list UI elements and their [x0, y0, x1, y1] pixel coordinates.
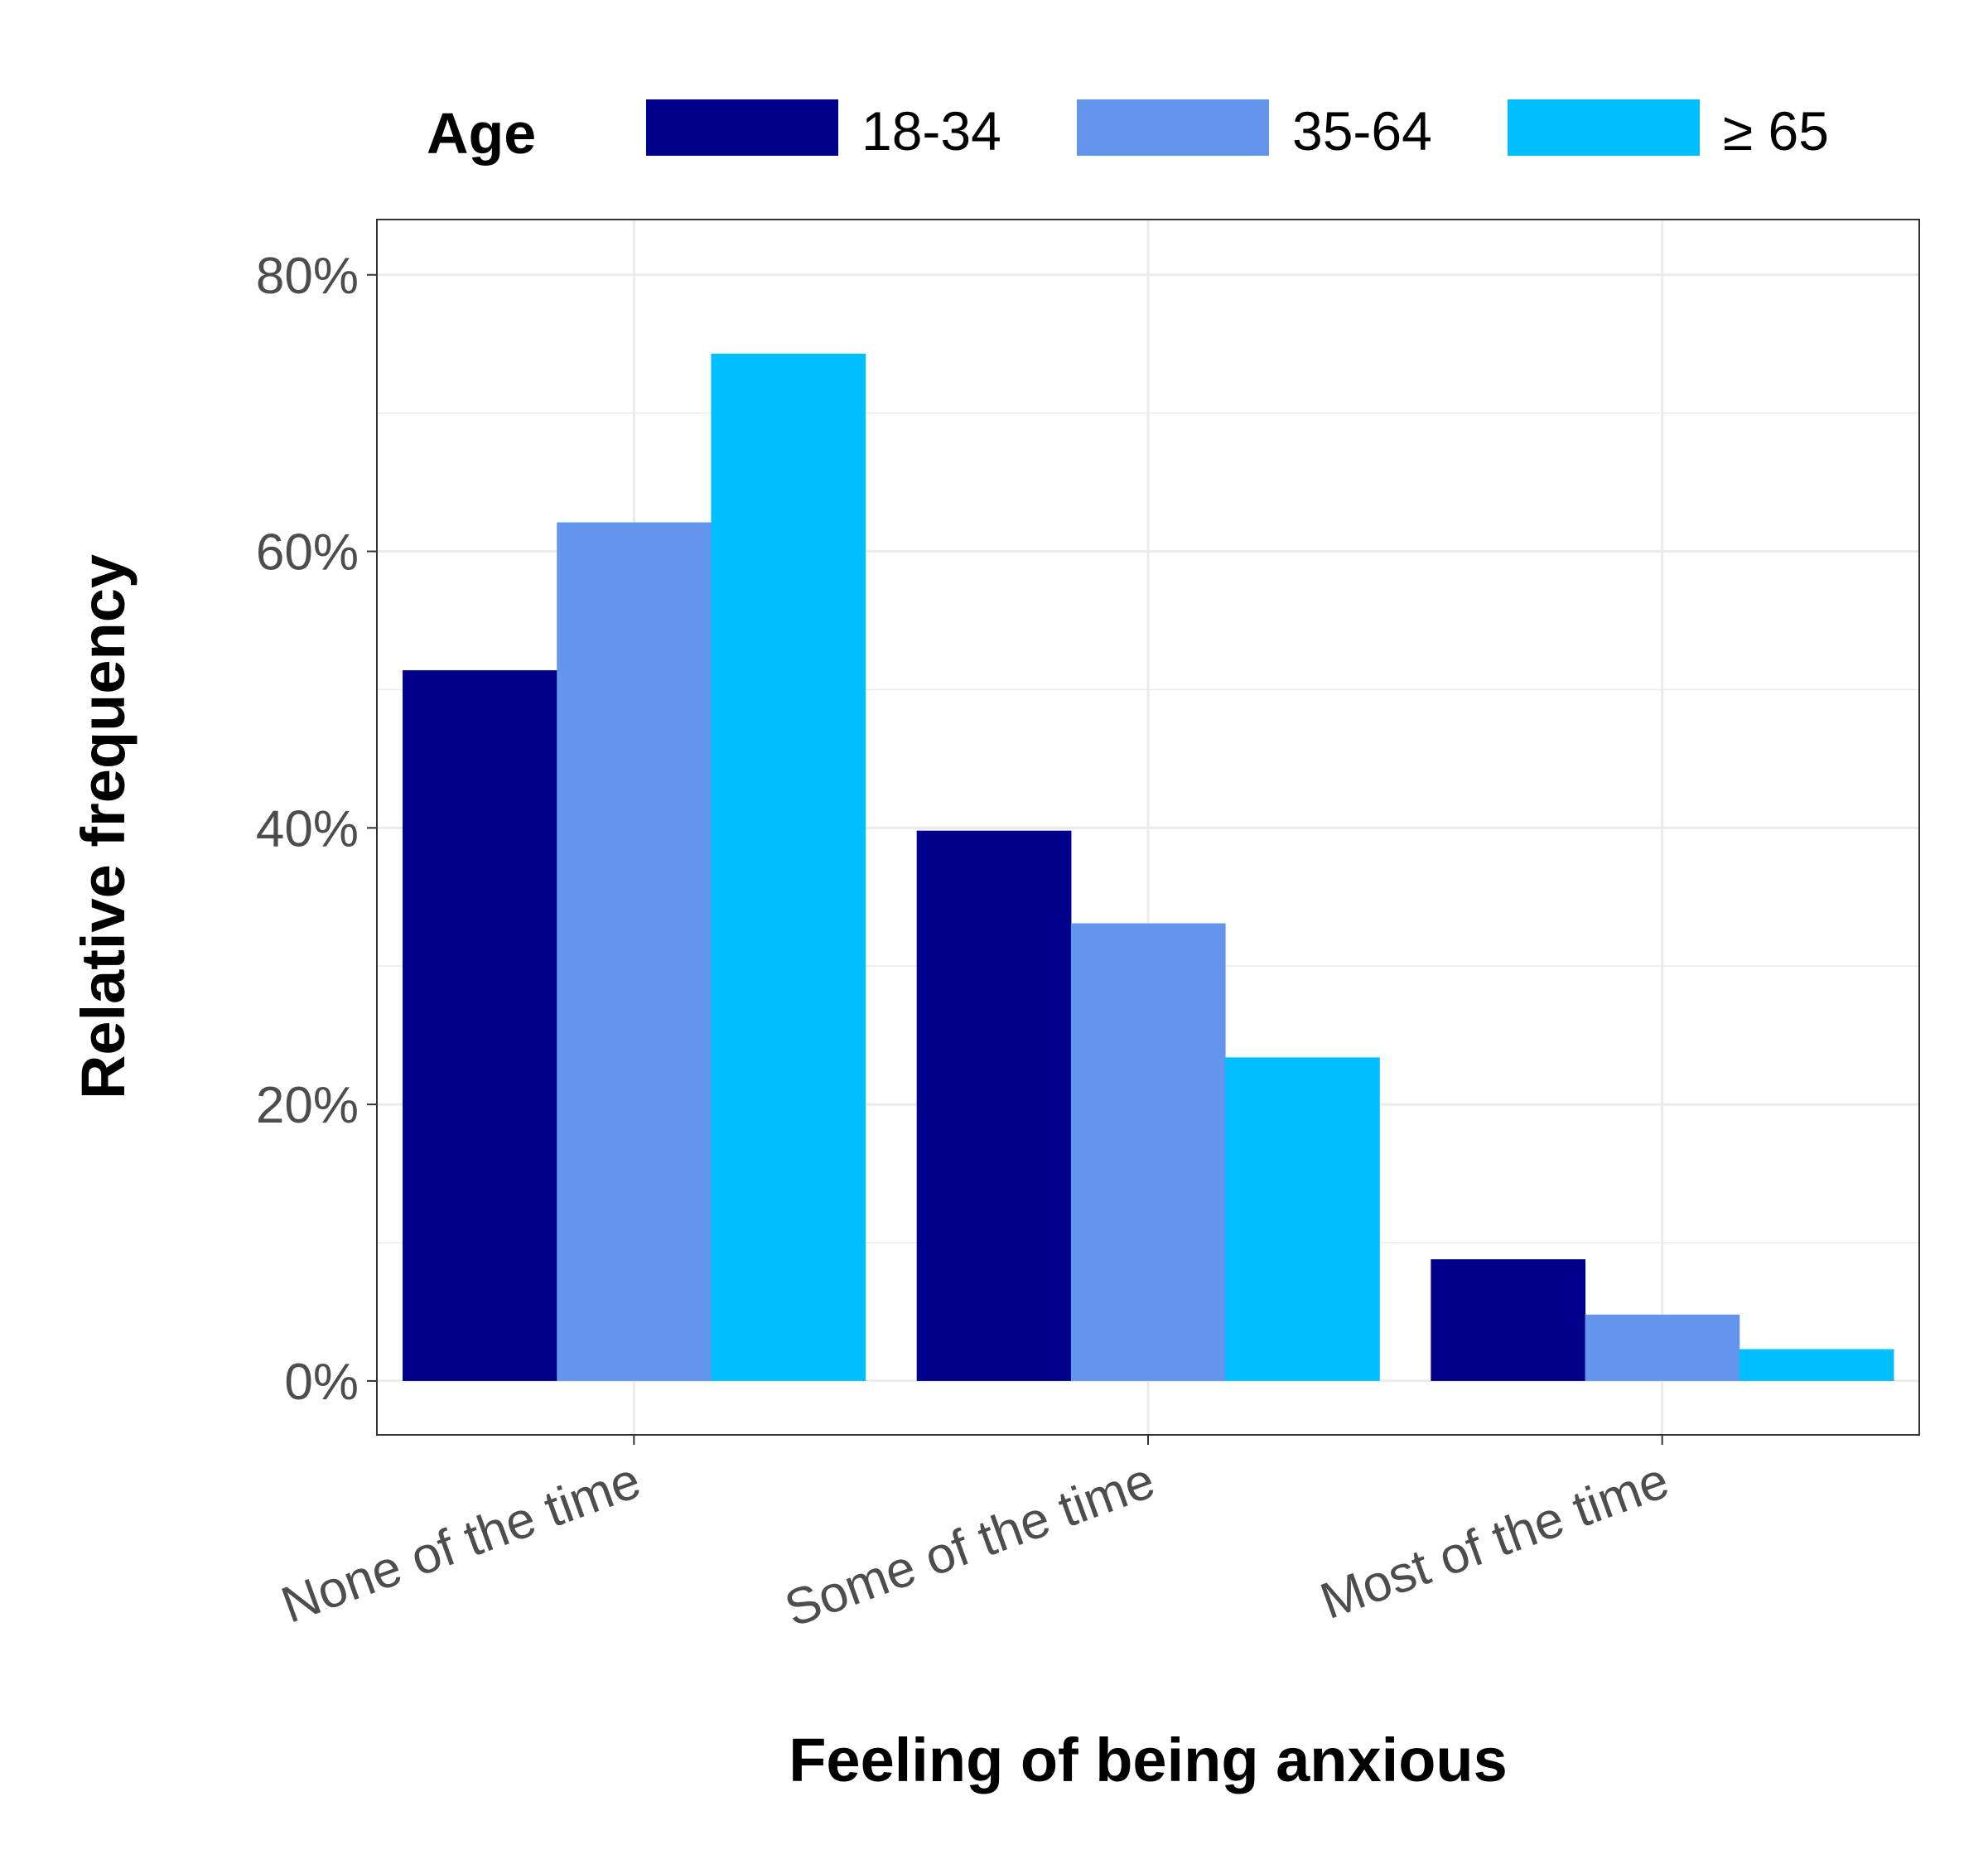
legend-title: Age	[427, 101, 536, 166]
bar	[916, 830, 1072, 1381]
bar	[711, 353, 866, 1381]
x-tick-label: Some of the time	[778, 1451, 1162, 1638]
bar	[1739, 1349, 1894, 1381]
y-tick-label: 60%	[256, 524, 359, 582]
plot-area: 0% 20% 40% 60% 80% None of the time Some of th…	[256, 219, 1920, 1638]
bar	[403, 670, 557, 1381]
bar	[557, 522, 712, 1381]
legend-label: 18-34	[861, 100, 1001, 162]
legend-label: 35-64	[1292, 100, 1432, 162]
bar	[1225, 1057, 1380, 1381]
x-tick-label: None of the time	[274, 1451, 648, 1634]
legend-key	[646, 99, 838, 156]
legend: Age 18-34 35-64 ≥ 65	[427, 99, 1829, 166]
bars	[403, 353, 1894, 1381]
y-tick-label: 20%	[256, 1077, 359, 1134]
legend-label: ≥ 65	[1723, 100, 1829, 162]
y-tick-label: 80%	[256, 248, 359, 305]
y-axis-title: Relative frequency	[69, 554, 138, 1099]
legend-key	[1077, 99, 1269, 156]
bar	[1070, 923, 1226, 1381]
y-tick-label: 40%	[256, 800, 359, 857]
bar	[1585, 1314, 1740, 1381]
bar	[1431, 1259, 1586, 1381]
x-tick-label: Most of the time	[1313, 1451, 1676, 1630]
legend-key	[1508, 99, 1700, 156]
y-tick-label: 0%	[284, 1354, 359, 1411]
x-axis-title: Feeling of being anxious	[789, 1726, 1508, 1794]
